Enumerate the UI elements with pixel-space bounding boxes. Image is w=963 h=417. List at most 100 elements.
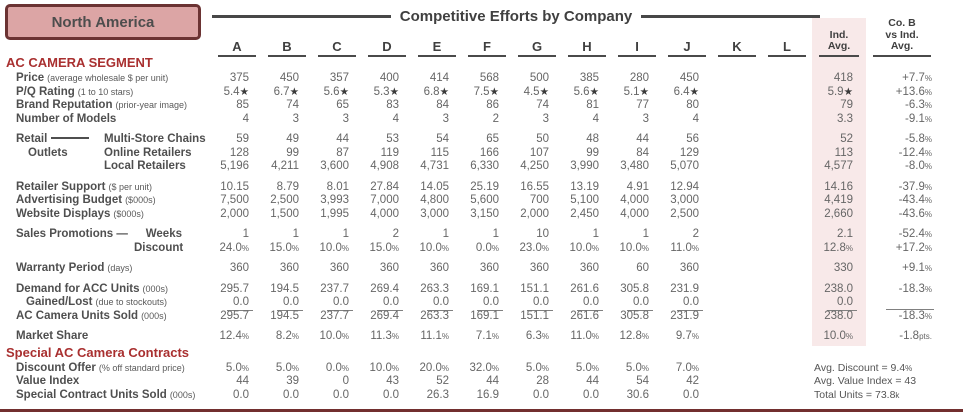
star-icon: ★ (289, 85, 299, 98)
value-cell: 12.8% (619, 330, 649, 342)
suffix: % (691, 243, 699, 253)
column-header-C: C (318, 39, 356, 57)
value-cell: 10.0% (319, 241, 349, 254)
value-cell (762, 160, 812, 174)
row-label: Demand for ACC Units (000s) (0, 283, 212, 297)
value-cell: 26.3 (426, 388, 449, 401)
suffix: % (691, 363, 699, 373)
cob-cell: +17.2% (895, 241, 932, 254)
suffix: % (924, 74, 932, 83)
row-label: Discount Offer (% off standard price) (0, 362, 212, 376)
value-cell: 231.9 (670, 309, 699, 322)
value-cell: 80 (686, 99, 699, 111)
suffix: % (924, 135, 932, 144)
suffix: % (924, 230, 932, 239)
row-label: Website Displays ($000s) (0, 208, 212, 222)
star-icon: ★ (689, 85, 699, 98)
ind-avg-cell: 12.8% (823, 241, 853, 254)
title-bar: Competitive Efforts by Company (212, 7, 820, 25)
report-table: AC CAMERA SEGMENT Price (average wholesale… (0, 54, 963, 402)
row-label-sub: (1 to 10 stars) (77, 86, 134, 97)
value-cell: 295.7 (220, 282, 249, 295)
ind-avg-cell: 4,419 (824, 194, 853, 206)
column-header-H: H (568, 39, 606, 57)
suffix: % (241, 243, 249, 253)
value-cell: 360 (479, 262, 499, 274)
value-cell: 360 (379, 262, 399, 274)
value-cell (762, 242, 812, 256)
value-cell: 65 (486, 133, 499, 145)
value-cell (712, 86, 762, 100)
value-cell: 3,000 (670, 194, 699, 206)
ac-camera-segment-heading: AC CAMERA SEGMENT (6, 55, 153, 70)
value-cell: 360 (429, 262, 449, 274)
table-row: Demand for ACC Units (000s) 295.7 194.5 237.… (0, 283, 963, 297)
value-cell: 6.8★ (423, 85, 449, 98)
row-label: Special Contract Units Sold (000s) (0, 389, 212, 403)
row-label-text: Price (16, 72, 45, 84)
value-cell: 3,990 (570, 160, 599, 172)
value-cell: 30.6 (626, 388, 649, 401)
table-row: Number of Models 4 3 3 4 3 2 3 4 3 4 3.3 -9.1% (0, 113, 963, 127)
value-cell (712, 310, 762, 324)
row-spacer (0, 255, 963, 262)
value-cell: 151.1 (520, 282, 549, 295)
ind-avg-cell: 4,577 (824, 160, 853, 172)
value-cell (712, 296, 762, 311)
value-cell: 10.15 (220, 180, 249, 193)
suffix: % (241, 363, 249, 373)
star-icon: ★ (439, 85, 449, 98)
row-label: Retail Multi-Store Chains (0, 133, 212, 147)
row-label-sub: (000s) (141, 310, 167, 321)
value-cell: 4 (392, 112, 399, 125)
column-header-F: F (468, 39, 506, 57)
row-label-text: Online Retailers (104, 146, 192, 159)
row-label-text: Discount Offer (16, 361, 96, 374)
value-cell (762, 86, 812, 100)
value-cell: 53 (386, 133, 399, 145)
value-cell (712, 262, 762, 276)
value-cell: 3,150 (470, 207, 499, 220)
value-cell: 5.0% (525, 361, 549, 374)
row-label-text: Discount (134, 241, 184, 254)
suffix: % (924, 311, 932, 321)
suffix: k (895, 390, 900, 400)
row-label-sub: (prior-year image) (115, 100, 188, 110)
column-header-L: L (768, 39, 806, 57)
row-label: Number of Models (0, 113, 212, 127)
value-cell: 3,480 (620, 160, 649, 172)
cob-cell: +7.7% (902, 72, 932, 84)
star-icon: ★ (489, 85, 499, 98)
suffix: % (491, 243, 499, 253)
suffix: % (341, 363, 349, 373)
value-cell: 12.94 (670, 180, 699, 193)
ind-avg-band (812, 18, 866, 346)
value-cell: 3,000 (420, 207, 449, 220)
ind-avg-cell: 238.0 (824, 309, 853, 322)
suffix: % (391, 243, 399, 253)
title-rule-left (212, 14, 391, 18)
value-cell: 44 (236, 375, 249, 387)
table-row: Retailer Support ($ per unit) 10.15 8.79 8.0… (0, 181, 963, 195)
table-row: Sales Promotions — Weeks 1 1 1 2 1 1 10 1 1 2 2.1 -52… (0, 228, 963, 242)
value-cell (762, 296, 812, 311)
value-cell: 4,731 (420, 160, 449, 172)
value-cell: 81 (586, 99, 599, 111)
suffix: % (641, 363, 649, 373)
side-note: Total Units = 73.8k (814, 388, 900, 401)
suffix: % (924, 264, 932, 273)
row-label-text: Market Share (16, 330, 89, 342)
row-label: Warranty Period (days) (0, 262, 212, 276)
cob-cell: -52.4% (898, 228, 932, 240)
value-cell: 5.4★ (223, 85, 249, 98)
row-label-text: Website Displays (16, 207, 111, 220)
value-cell: 269.4 (370, 282, 399, 295)
value-cell: 194.5 (270, 282, 299, 295)
table-row: Advertising Budget ($000s) 7,500 2,500 3,993… (0, 194, 963, 208)
value-cell: 450 (279, 72, 299, 84)
table-row: Gained/Lost (due to stockouts) 0.0 0.0 0.0 0.… (0, 296, 963, 311)
ind-avg-cell: 0.0 (827, 296, 857, 311)
value-cell: 9.7% (675, 330, 699, 342)
value-cell: 0.0% (475, 241, 499, 254)
